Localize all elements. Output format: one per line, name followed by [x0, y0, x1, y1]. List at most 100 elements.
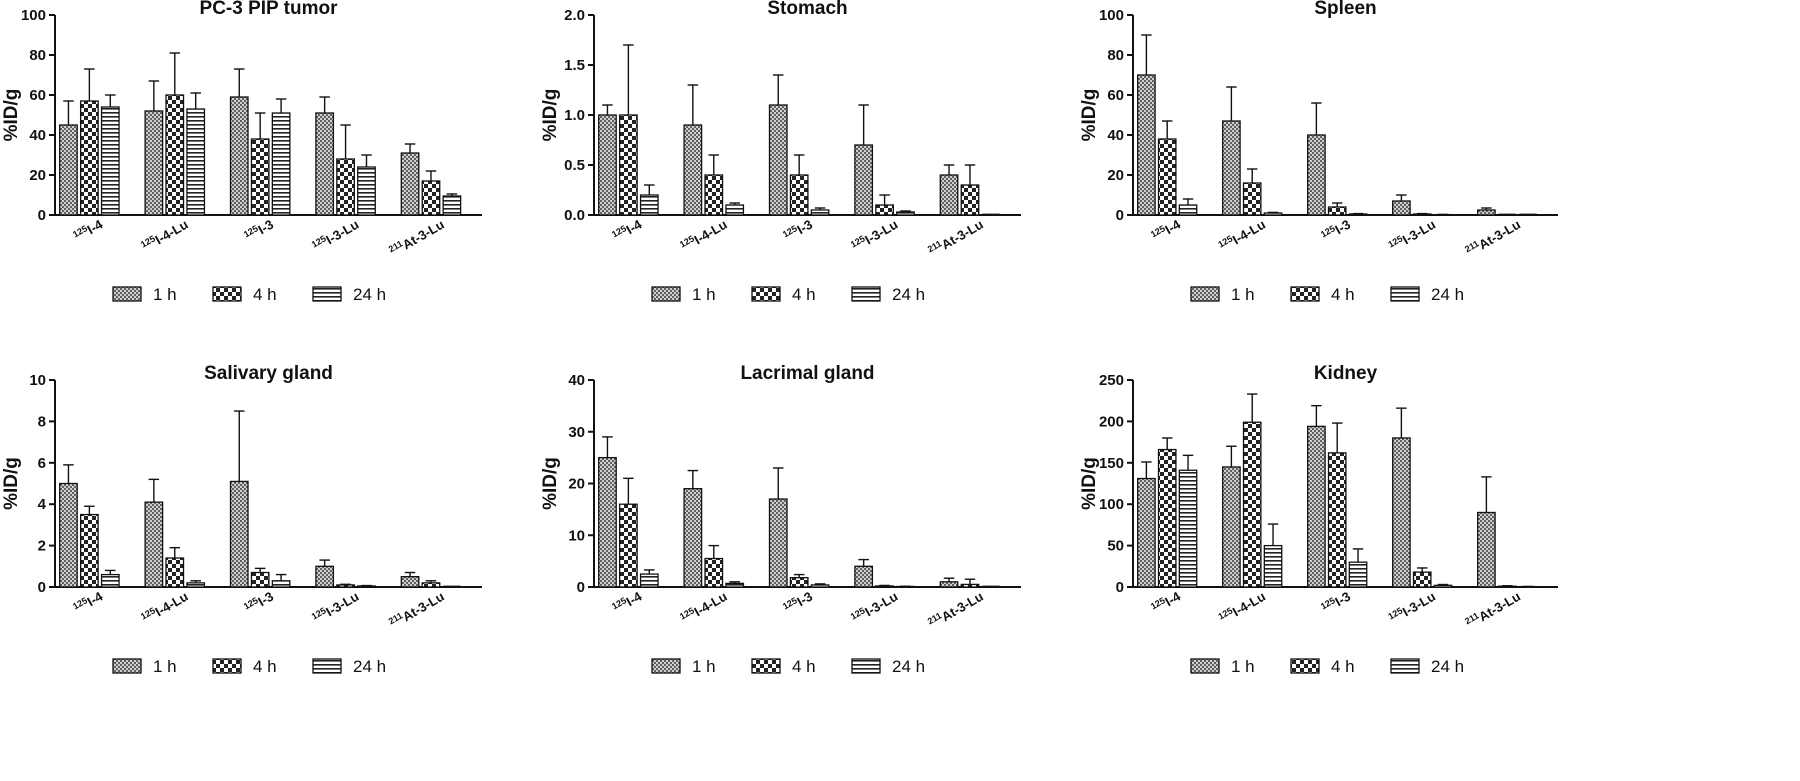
y-tick-label: 1.5	[564, 57, 585, 74]
x-tick-label-name: I-3-Lu	[1400, 589, 1438, 620]
legend-label: 24 h	[892, 657, 925, 676]
bar-4h-5	[960, 184, 980, 216]
bar-1h-5	[400, 576, 420, 588]
bar-4h-3	[250, 138, 270, 216]
bar-1h-1	[59, 124, 78, 216]
x-tick-label-name: I-3-Lu	[323, 589, 361, 620]
legend-swatch-24h	[851, 658, 881, 674]
y-tick-label: 40	[29, 127, 46, 144]
x-tick-label-name: I-4	[85, 216, 106, 237]
legend-label: 4 h	[253, 285, 277, 304]
legend-label: 24 h	[1431, 657, 1464, 676]
legend-swatch-4h	[1290, 658, 1320, 674]
x-tick-label: 211At-3-Lu	[387, 588, 447, 632]
bar-1h-2	[683, 488, 703, 588]
bar-24h-1	[639, 573, 659, 588]
y-tick-label: 10	[568, 527, 585, 544]
y-tick-label: 10	[29, 372, 46, 389]
bar-4h-1	[79, 100, 99, 216]
legend-swatch-1h	[1190, 286, 1220, 302]
y-tick-label: 50	[1107, 538, 1124, 555]
x-tick-label-name: At-3-Lu	[400, 589, 447, 625]
y-axis-label: %ID/g	[1079, 89, 1100, 142]
bar-24h-2	[1263, 544, 1283, 588]
x-tick-label-name: I-4	[1162, 588, 1183, 609]
chart-panel-4: Salivary gland %ID/g 0 2 4 6 8 10 125I-4 125I-4-L…	[1, 363, 482, 676]
y-tick-label: 0	[38, 207, 46, 224]
bar-4h-5	[421, 180, 441, 216]
bar-24h-2	[725, 204, 745, 216]
legend-label: 24 h	[353, 657, 386, 676]
legend-label: 24 h	[1431, 285, 1464, 304]
bar-4h-3	[1327, 206, 1347, 216]
bar-24h-1	[639, 194, 659, 216]
bar-24h-3	[271, 580, 291, 588]
bar-1h-5	[939, 174, 959, 216]
legend-swatch-24h	[1390, 286, 1420, 302]
x-tick-label-name: I-4-Lu	[1230, 217, 1268, 248]
chart-title: Kidney	[1314, 363, 1378, 384]
x-tick-label-name: I-3-Lu	[1400, 217, 1438, 248]
x-tick-label: 125I-4-Lu	[139, 588, 191, 627]
chart-title: Spleen	[1314, 0, 1376, 19]
bar-4h-5	[960, 583, 980, 588]
legend-label: 4 h	[792, 657, 816, 676]
x-tick-label-name: At-3-Lu	[939, 217, 986, 253]
legend-swatch-24h	[851, 286, 881, 302]
bar-4h-1	[1157, 448, 1177, 588]
bar-1h-2	[144, 110, 164, 216]
bar-4h-4	[336, 158, 355, 216]
chart-panel-3: Spleen %ID/g 0 20 40 60 80 100 125I-4 125I-4-Lu 12…	[1079, 0, 1558, 304]
legend-swatch-4h	[751, 658, 781, 674]
legend-label: 1 h	[1231, 657, 1255, 676]
chart-panel-5: Lacrimal gland %ID/g 0 10 20 30 40 125I-4 125I-4…	[540, 363, 1021, 676]
bar-1h-5	[939, 581, 959, 588]
bar-1h-2	[1222, 466, 1241, 588]
y-tick-label: 1.0	[564, 107, 585, 124]
x-tick-label: 211At-3-Lu	[1463, 588, 1523, 632]
bar-4h-1	[618, 503, 638, 588]
y-tick-label: 0	[38, 579, 46, 596]
x-tick-label: 211At-3-Lu	[926, 216, 986, 260]
x-tick-label-name: I-3-Lu	[323, 217, 361, 248]
bar-1h-2	[1222, 120, 1241, 216]
y-tick-label: 0	[577, 579, 585, 596]
bar-24h-3	[810, 209, 830, 216]
bar-1h-1	[1137, 477, 1156, 588]
bar-1h-1	[59, 482, 78, 588]
bar-4h-2	[704, 174, 724, 216]
x-tick-label-name: I-3	[255, 589, 276, 610]
legend-swatch-4h	[1290, 286, 1320, 302]
y-tick-label: 6	[38, 455, 46, 472]
y-tick-label: 0	[1116, 579, 1124, 596]
x-tick-label-name: I-4-Lu	[152, 217, 190, 248]
legend-label: 4 h	[1331, 657, 1355, 676]
bar-24h-5	[442, 195, 462, 216]
bar-1h-1	[598, 456, 617, 588]
bar-24h-2	[186, 108, 206, 216]
bar-1h-4	[854, 565, 874, 588]
legend-swatch-4h	[212, 286, 242, 302]
bar-4h-3	[250, 571, 270, 588]
x-tick-label: 125I-4-Lu	[139, 216, 191, 255]
x-tick-label-name: I-4-Lu	[152, 589, 190, 620]
legend-swatch-1h	[651, 658, 681, 674]
y-tick-label: 2.0	[564, 7, 585, 24]
y-tick-label: 40	[568, 372, 585, 389]
bar-24h-1	[100, 573, 120, 588]
x-tick-label: 125I-4	[1149, 587, 1184, 616]
x-tick-label: 125I-3	[781, 588, 815, 617]
x-tick-label: 211At-3-Lu	[926, 588, 986, 632]
x-tick-label-name: At-3-Lu	[1476, 217, 1523, 253]
y-tick-label: 200	[1099, 413, 1124, 430]
x-tick-label: 125I-3-Lu	[849, 588, 901, 627]
chart-panel-2: Stomach %ID/g 0.0 0.5 1.0 1.5 2.0 125I-4 125I-4-…	[540, 0, 1021, 304]
bar-24h-1	[1178, 469, 1198, 588]
bar-4h-4	[875, 204, 894, 216]
bar-4h-4	[336, 584, 355, 588]
x-tick-label-name: At-3-Lu	[400, 217, 447, 253]
x-tick-label: 125I-3	[1319, 216, 1353, 245]
bar-1h-4	[315, 565, 335, 588]
bar-1h-1	[1137, 74, 1156, 216]
